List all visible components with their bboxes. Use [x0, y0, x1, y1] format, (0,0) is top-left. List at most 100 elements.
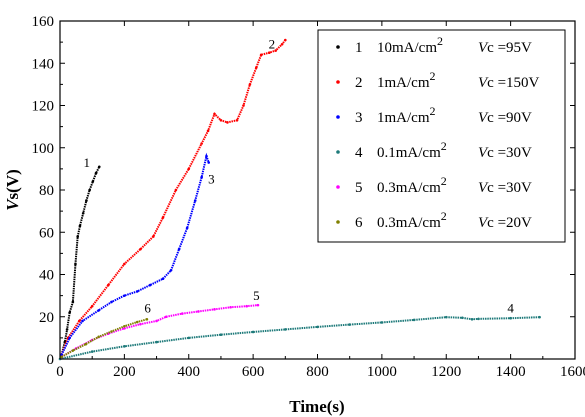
series-3: 3	[60, 152, 215, 357]
data-point	[245, 304, 248, 308]
y-axis-title-rest: s(V)	[3, 169, 22, 199]
data-point	[135, 290, 139, 293]
data-point	[274, 49, 277, 52]
data-point	[538, 315, 541, 319]
data-point	[461, 316, 464, 320]
data-point	[255, 66, 258, 69]
legend-current: 0.3mA/cm2	[377, 174, 447, 196]
axis-ticks: 0200400600800100012001400160002040608010…	[32, 14, 585, 380]
data-point	[123, 294, 126, 297]
series-1-line	[60, 166, 101, 356]
data-point	[106, 283, 110, 287]
series-group: 1 2 3 4 5 6	[58, 36, 541, 361]
y-tick-label: 40	[39, 268, 54, 284]
data-point	[161, 216, 165, 219]
data-point	[78, 224, 82, 228]
legend-box	[317, 29, 566, 243]
data-point	[71, 349, 75, 352]
legend-marker	[336, 220, 340, 224]
data-point	[76, 235, 80, 238]
data-point	[139, 247, 142, 251]
data-point	[91, 180, 95, 183]
data-point	[200, 142, 203, 145]
data-point	[470, 317, 474, 321]
data-point	[181, 312, 184, 315]
data-point	[280, 42, 284, 46]
legend-marker	[336, 45, 340, 49]
data-point	[380, 321, 384, 324]
data-point	[74, 262, 77, 266]
data-point	[219, 118, 223, 122]
x-tick-label: 600	[242, 364, 265, 380]
data-point	[348, 323, 351, 326]
y-axis-title: Vs(V)	[3, 169, 22, 211]
series-2: 2	[60, 36, 287, 357]
legend-entry-3: 3 1mA/cm2 Vc =90V	[336, 104, 532, 126]
data-point	[177, 247, 181, 251]
data-point	[193, 199, 197, 202]
data-point	[88, 188, 91, 192]
data-point	[205, 154, 208, 158]
data-point	[81, 319, 84, 323]
data-point	[509, 316, 512, 320]
legend-number: 2	[355, 75, 363, 91]
legend-vc: Vc =30V	[478, 145, 532, 161]
legend-current: 0.3mA/cm2	[377, 209, 447, 231]
data-point	[155, 340, 158, 344]
curve-label-1: 1	[83, 155, 90, 170]
curve-label-5: 5	[253, 288, 260, 303]
legend-vc: Vc =95V	[478, 40, 532, 56]
data-point	[226, 121, 229, 124]
y-tick-label: 20	[39, 310, 54, 326]
legend-vc: Vc =30V	[478, 180, 532, 196]
curve-label-3: 3	[208, 172, 215, 187]
data-point	[267, 51, 271, 54]
data-point	[174, 188, 178, 192]
data-point	[284, 328, 287, 331]
series-2-line	[60, 39, 287, 356]
legend-marker	[336, 185, 340, 189]
data-point	[81, 211, 85, 215]
data-point	[90, 304, 94, 308]
series-4-line	[59, 316, 540, 360]
series-3-line	[60, 152, 210, 356]
data-point	[110, 300, 113, 304]
legend: 1 10mA/cm2 Vc =95V 2 1mA/cm2 Vc =150V 3 1mA/cm2…	[317, 29, 566, 243]
curve-label-4: 4	[507, 301, 514, 316]
legend-marker	[336, 150, 340, 154]
series-5: 5	[60, 288, 260, 359]
legend-entry-6: 6 0.3mA/cm2 Vc =20V	[336, 209, 532, 231]
y-tick-label: 120	[32, 99, 55, 115]
data-point	[84, 342, 88, 346]
data-point	[65, 328, 69, 331]
x-tick-label: 1200	[431, 364, 461, 380]
x-tick-label: 400	[178, 364, 201, 380]
data-point	[123, 345, 126, 348]
legend-current: 1mA/cm2	[377, 69, 436, 91]
data-point	[197, 310, 200, 313]
data-point	[68, 336, 71, 340]
series-5-line	[61, 304, 259, 358]
data-point	[206, 129, 210, 133]
data-point	[60, 355, 63, 359]
series-4: 4	[58, 301, 541, 361]
curve-label-6: 6	[144, 301, 151, 316]
data-point	[251, 330, 255, 334]
legend-number: 3	[355, 110, 363, 126]
legend-number: 4	[355, 145, 363, 161]
data-point	[169, 268, 173, 272]
curve-label-2: 2	[269, 36, 276, 51]
series-1: 1	[60, 155, 101, 357]
data-point	[185, 226, 189, 230]
data-point	[139, 322, 142, 326]
x-tick-label: 200	[113, 364, 136, 380]
x-tick-label: 1400	[496, 364, 526, 380]
x-axis-title: Time(s)	[289, 397, 344, 416]
y-tick-label: 100	[32, 141, 55, 157]
data-point	[200, 176, 203, 179]
data-point	[85, 199, 88, 202]
data-point	[444, 315, 448, 319]
x-tick-label: 0	[56, 364, 64, 380]
